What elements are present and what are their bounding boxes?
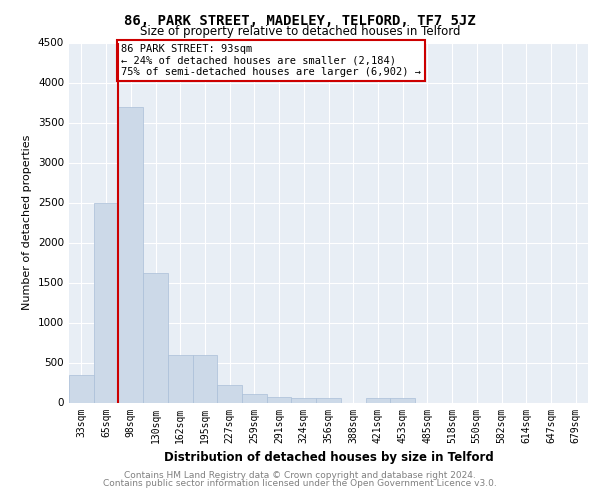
Text: 86, PARK STREET, MADELEY, TELFORD, TF7 5JZ: 86, PARK STREET, MADELEY, TELFORD, TF7 5…: [124, 14, 476, 28]
Bar: [316, 398, 341, 402]
X-axis label: Distribution of detached houses by size in Telford: Distribution of detached houses by size …: [164, 451, 493, 464]
Text: Contains HM Land Registry data © Crown copyright and database right 2024.: Contains HM Land Registry data © Crown c…: [124, 471, 476, 480]
Text: 86 PARK STREET: 93sqm
← 24% of detached houses are smaller (2,184)
75% of semi-d: 86 PARK STREET: 93sqm ← 24% of detached …: [121, 44, 421, 78]
Bar: [193, 356, 217, 403]
Bar: [292, 398, 316, 402]
Bar: [217, 385, 242, 402]
Bar: [118, 106, 143, 403]
Bar: [94, 202, 118, 402]
Bar: [69, 374, 94, 402]
Text: Size of property relative to detached houses in Telford: Size of property relative to detached ho…: [140, 25, 460, 38]
Y-axis label: Number of detached properties: Number of detached properties: [22, 135, 32, 310]
Text: Contains public sector information licensed under the Open Government Licence v3: Contains public sector information licen…: [103, 479, 497, 488]
Bar: [267, 397, 292, 402]
Bar: [242, 394, 267, 402]
Bar: [390, 398, 415, 402]
Bar: [168, 356, 193, 403]
Bar: [365, 398, 390, 402]
Bar: [143, 273, 168, 402]
